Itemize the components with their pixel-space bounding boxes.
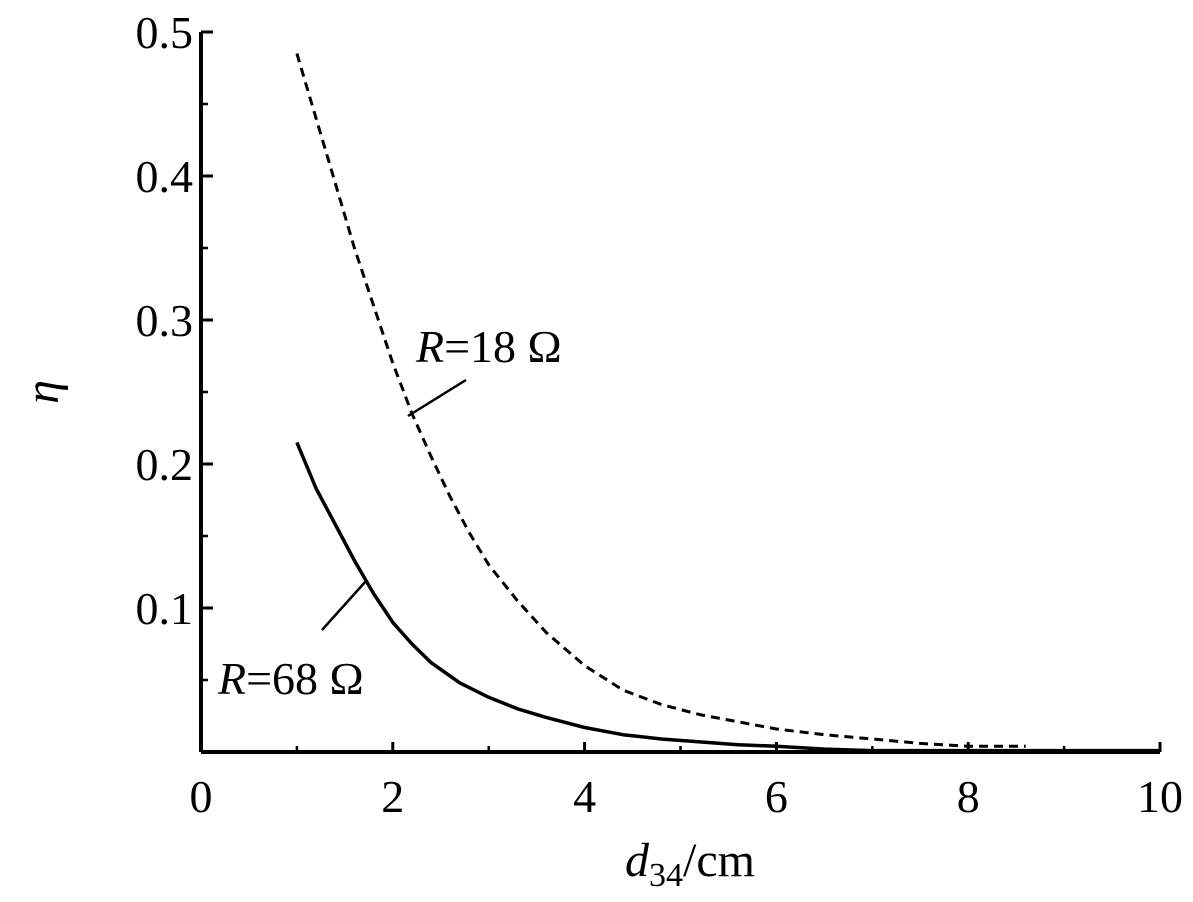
series-label-r68: R=68 Ω — [217, 653, 364, 704]
y-tick-label-2: 0.3 — [136, 295, 194, 346]
series-label-r18: R=18 Ω — [415, 321, 562, 372]
x-axis-label-var: d — [625, 834, 650, 887]
y-axis-label: η — [16, 380, 69, 404]
leader-line-r18 — [407, 378, 467, 418]
x-tick-label-5: 10 — [1137, 771, 1183, 822]
series-label-r18-var: R — [415, 321, 444, 372]
series-label-r68-var: R — [217, 653, 246, 704]
y-tick-label-0: 0.1 — [136, 583, 194, 634]
series-line-1 — [295, 441, 1160, 753]
ticks: 0 2 4 6 8 10 0.1 0.2 0.3 0.4 0.5 — [136, 7, 1184, 822]
y-tick-label-1: 0.2 — [136, 439, 194, 490]
leader-line-r68 — [321, 580, 367, 631]
series-layer — [295, 53, 1160, 753]
series-label-r18-rest: =18 Ω — [444, 321, 562, 372]
series-label-r68-rest: =68 Ω — [246, 653, 364, 704]
x-tick-label-2: 4 — [573, 771, 596, 822]
y-tick-label-3: 0.4 — [136, 151, 194, 202]
x-tick-label-4: 8 — [957, 771, 980, 822]
axes — [199, 32, 1160, 754]
x-axis-label: d34/cm — [625, 834, 755, 894]
x-axis-label-sub: 34 — [649, 857, 683, 894]
annotations: R=18 Ω R=68 Ω — [217, 321, 562, 704]
x-tick-label-3: 6 — [765, 771, 788, 822]
x-tick-label-1: 2 — [381, 771, 404, 822]
x-axis-label-unit: /cm — [683, 834, 755, 887]
x-tick-label-0: 0 — [190, 771, 213, 822]
y-tick-label-4: 0.5 — [136, 7, 194, 58]
series-line-0 — [295, 53, 1026, 748]
